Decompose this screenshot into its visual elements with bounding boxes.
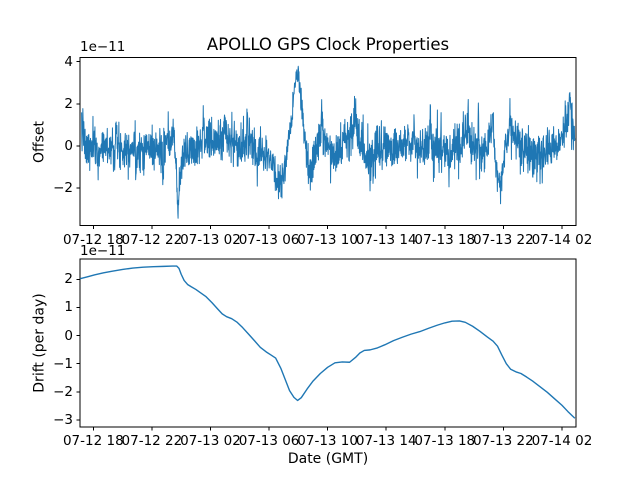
top-x-tick-label: 07-13 02 <box>180 231 241 248</box>
x-axis-label: Date (GMT) <box>287 451 369 467</box>
bottom-x-tick-label: 07-13 02 <box>180 433 241 449</box>
bottom-y-tick-label: 0 <box>64 327 73 344</box>
offset-vs-time-line <box>81 65 576 219</box>
top-x-tick-label: 07-13 22 <box>473 231 534 248</box>
bottom-x-tick-label: 07-13 10 <box>297 433 358 449</box>
bottom-y-tick-label: −2 <box>53 383 73 400</box>
bottom-x-tick-label: 07-14 02 <box>531 433 593 449</box>
bottom-axes-exponent-label: 1e−11 <box>80 243 126 259</box>
bottom-x-tick-label: 07-13 14 <box>355 433 417 449</box>
bottom-y-tick-label: 1 <box>64 299 73 316</box>
drift-vs-time-line <box>80 265 576 419</box>
top-y-tick-label: 0 <box>64 137 73 154</box>
top-x-tick-label: 07-14 02 <box>531 231 593 248</box>
top-x-tick-label: 07-12 18 <box>62 231 124 248</box>
bottom-x-tick-label: 07-13 06 <box>238 433 300 449</box>
top-x-tick-label: 07-13 06 <box>238 231 300 248</box>
top-x-tick-label: 07-13 10 <box>297 231 358 248</box>
top-x-tick-label: 07-13 14 <box>355 231 417 248</box>
top-x-tick-label: 07-13 18 <box>414 231 476 248</box>
bottom-y-axis-label: Drift (per day) <box>31 293 48 393</box>
bottom-x-tick-label: 07-13 18 <box>414 433 476 449</box>
bottom-y-tick-label: −3 <box>53 411 73 428</box>
top-axes-exponent-label: 1e−11 <box>80 39 126 55</box>
bottom-x-tick-label: 07-12 22 <box>121 433 183 449</box>
bottom-y-tick-label: −1 <box>53 355 73 372</box>
bottom-x-tick-label: 07-12 18 <box>62 433 124 449</box>
bottom-axes-frame <box>79 258 577 428</box>
bottom-y-tick-label: 2 <box>64 271 73 288</box>
top-y-tick-label: 4 <box>64 53 73 70</box>
top-y-tick-label: −2 <box>53 180 73 197</box>
chart-title: APOLLO GPS Clock Properties <box>206 35 450 54</box>
top-y-axis-label: Offset <box>31 120 48 163</box>
top-x-tick-label: 07-12 22 <box>121 231 183 248</box>
top-y-tick-label: 2 <box>64 95 73 112</box>
bottom-x-tick-label: 07-13 22 <box>473 433 534 449</box>
